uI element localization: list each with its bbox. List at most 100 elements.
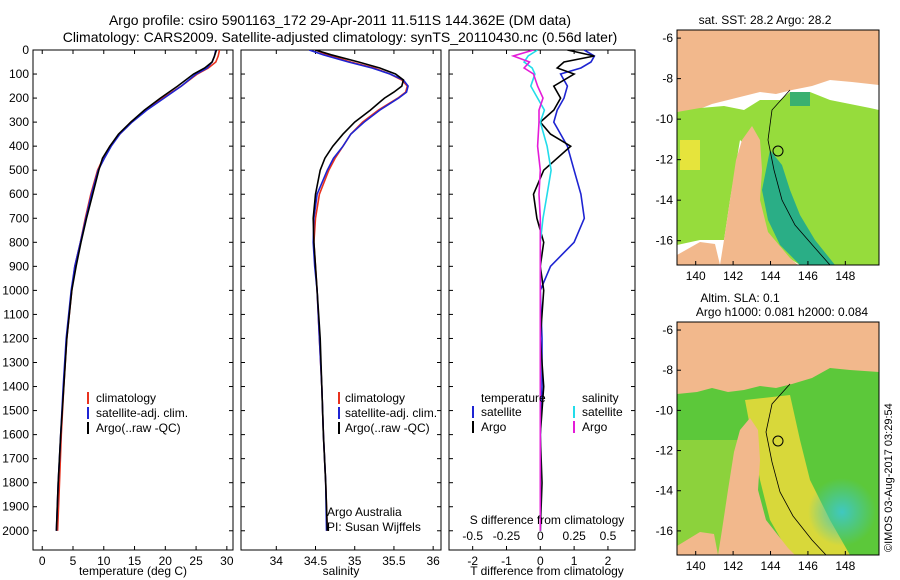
legend-s-satellite-label: satellite [582, 405, 623, 419]
sst-map-lat-ticks: -6 -8 -10 -12 -14 -16 [656, 31, 681, 248]
depth-tick-label: 1800 [2, 476, 29, 490]
sla-map: Altim. SLA: 0.1 Argo h1000: 0.081 h2000:… [656, 291, 880, 573]
salinity-depth-ticks [241, 49, 441, 532]
temperature-plot-frame [32, 49, 234, 551]
sla-map-lon-ticks: 140 142 144 146 148 [686, 551, 856, 573]
depth-tick-label: 1600 [2, 428, 29, 442]
depth-tick-label: 800 [9, 235, 29, 249]
difference-panel: -2 -1 0 1 2 -0.5 -0.25 0 0.25 0.5 temperature sa… [448, 49, 636, 578]
sst-map-title: sat. SST: 28.2 Argo: 28.2 [699, 13, 832, 27]
depth-tick-label: 500 [9, 163, 29, 177]
sla-eddy [808, 478, 876, 546]
lon-tick-label: 140 [686, 559, 706, 573]
temperature-axis-label: temperature (deg C) [79, 564, 187, 578]
depth-tick-label: 1400 [2, 380, 29, 394]
lat-tick-label: -10 [656, 112, 674, 126]
temperature-legend: climatology satellite-adj. clim. Argo(..… [87, 391, 188, 435]
lat-tick-label: -12 [656, 444, 674, 458]
cool-patch [790, 92, 810, 106]
lon-tick-label: 146 [798, 559, 818, 573]
legend-t-argo-label: Argo [481, 420, 507, 434]
x-tick-label: 34.5 [304, 554, 328, 568]
lon-tick-label: 148 [835, 269, 855, 283]
legend-climatology-label: climatology [96, 391, 156, 405]
depth-tick-label: 0 [22, 43, 29, 57]
temperature-axis-ticks: 0 5 10 15 20 25 30 [39, 50, 234, 568]
x-tick-label: 35.5 [382, 554, 406, 568]
x-tick-label: 15 [128, 554, 142, 568]
salinity-argo-line [312, 50, 405, 531]
temperature-argo-line [55, 50, 218, 531]
australia-landmass [720, 126, 798, 265]
depth-tick-label: 1500 [2, 404, 29, 418]
salinity-panel: 34 34.5 35 35.5 36 climatology satellite-adj… [240, 49, 442, 578]
x-tick-label: 1 [571, 554, 578, 568]
s-difference-axis-label: S difference from climatology [470, 513, 625, 527]
lon-tick-label: 144 [761, 269, 781, 283]
lat-tick-label: -10 [656, 403, 674, 417]
sla-map-lat-ticks: -6 -8 -10 -12 -14 -16 [656, 323, 681, 538]
legend-temperature-title: temperature [481, 391, 546, 405]
australia-west-coast [677, 532, 718, 555]
temperature-panel: 0100200300400500600700800900100011001200… [2, 43, 234, 578]
x-tick-label: 25 [189, 554, 203, 568]
lat-tick-label: -8 [662, 72, 673, 86]
salinity-plot-frame [240, 49, 442, 551]
depth-tick-label: 1700 [2, 452, 29, 466]
depth-tick-label: 1900 [2, 500, 29, 514]
sst-map-frame [676, 29, 880, 266]
sla-map-title-line2: Argo h1000: 0.081 h2000: 0.084 [696, 305, 868, 319]
difference-legend: temperature salinity satellite Argo sate… [472, 391, 623, 434]
lat-tick-label: -12 [656, 153, 674, 167]
australia-west-coast [677, 242, 720, 265]
depth-tick-label: 1200 [2, 331, 29, 345]
x-tick-label: 20 [159, 554, 173, 568]
warm-patch [680, 140, 700, 170]
x-tick-label: 5 [70, 554, 77, 568]
s-diff-tick-label: 0 [537, 529, 544, 543]
lon-tick-label: 142 [723, 559, 743, 573]
t-difference-axis-label: T difference from climatology [470, 564, 624, 578]
lon-tick-label: 146 [798, 269, 818, 283]
png-landmass [677, 30, 879, 112]
depth-tick-label: 1100 [3, 307, 29, 321]
difference-depth-ticks [449, 49, 635, 532]
sst-map-lon-ticks: 140 142 144 146 148 [686, 261, 856, 283]
salinity-legend: climatology satellite-adj. clim. Argo(..… [338, 391, 437, 435]
x-tick-label: -1 [501, 554, 512, 568]
depth-tick-label: 200 [9, 91, 29, 105]
australia-landmass [718, 418, 795, 555]
figure-title-line2: Climatology: CARS2009. Satellite-adjuste… [63, 29, 618, 45]
salinity-axis-label: salinity [323, 564, 360, 578]
pi-credit: PI: Susan Wijffels [327, 520, 421, 534]
lat-tick-label: -14 [656, 193, 674, 207]
lat-tick-label: -8 [662, 363, 673, 377]
argo-position-marker [772, 145, 784, 157]
legend-argo-label: Argo(..raw -QC) [96, 421, 181, 435]
depth-tick-label: 400 [9, 139, 29, 153]
argo-position-marker [772, 435, 784, 447]
x-tick-label: 2 [605, 554, 612, 568]
salinity-argo-diff-line [510, 50, 544, 531]
legend-satellite-label: satellite-adj. clim. [96, 406, 188, 420]
lon-tick-label: 140 [686, 269, 706, 283]
lon-tick-label: 144 [761, 559, 781, 573]
s-diff-tick-label: -0.25 [493, 529, 521, 543]
lat-tick-label: -14 [656, 484, 674, 498]
x-tick-label: 0 [537, 554, 544, 568]
lat-tick-label: -6 [662, 31, 673, 45]
depth-tick-label: 100 [9, 67, 29, 81]
depth-tick-label: 700 [9, 211, 29, 225]
shelf-contour [765, 383, 827, 555]
lat-tick-label: -6 [662, 323, 673, 337]
depth-axis-ticks: 0 100 200 300 400 500 600 700 800 900 1000 1100 1200… [2, 43, 233, 538]
legend-argo-label: Argo(..raw -QC) [345, 421, 430, 435]
x-tick-label: 0 [39, 554, 46, 568]
x-tick-label: 36 [426, 554, 440, 568]
sst-map: sat. SST: 28.2 Argo: 28.2 140 142 144 146 14… [656, 13, 880, 283]
x-tick-label: -2 [467, 554, 478, 568]
x-tick-label: 34 [270, 554, 284, 568]
lon-tick-label: 142 [723, 269, 743, 283]
depth-tick-label: 300 [9, 115, 29, 129]
legend-satellite-label: satellite-adj. clim. [345, 406, 437, 420]
